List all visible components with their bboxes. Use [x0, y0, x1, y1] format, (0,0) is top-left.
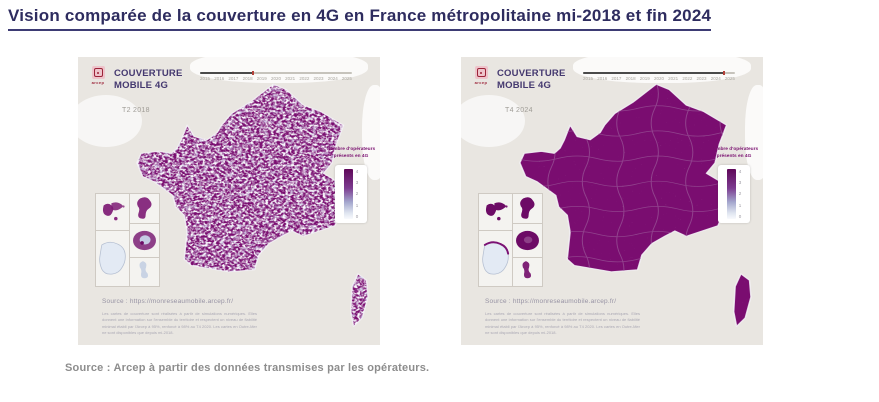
- france-map-2018: [136, 83, 369, 327]
- legend-tick: 4: [355, 168, 359, 174]
- period-label: T4 2024: [505, 107, 533, 114]
- inset-cell-guadeloupe: [96, 194, 130, 231]
- year-label: 2024: [710, 76, 721, 81]
- year-label: 2020: [653, 76, 664, 81]
- year-label: 2023: [313, 76, 324, 81]
- year-label: 2016: [597, 76, 608, 81]
- panel-heading: COUVERTURE MOBILE 4G: [114, 68, 183, 92]
- france-map-2024: [519, 83, 752, 327]
- year-label: 2017: [228, 76, 239, 81]
- year-label: 2023: [696, 76, 707, 81]
- sea-patch: [362, 85, 380, 180]
- overseas-inset: [478, 193, 543, 287]
- sea-patch: [573, 57, 751, 83]
- map-source-url: Source : https://monreseaumobile.arcep.f…: [485, 298, 617, 305]
- year-label: 2021: [285, 76, 296, 81]
- timeline: 2015 2016 2017 2018 2019 2020 2021 2022 2023 2024…: [583, 71, 735, 81]
- legend-title: Nombre d'opérateurs présents en 4G: [709, 147, 759, 159]
- inset-cell-martinique: [513, 194, 542, 224]
- arcep-logo-label: arcep: [91, 80, 105, 85]
- legend-card: 4 3 2 1 0: [718, 164, 750, 223]
- legend-ticks: 4 3 2 1 0: [739, 169, 742, 219]
- coverage-legend: Nombre d'opérateurs présents en 4G 4 3 2 1 0: [707, 147, 761, 223]
- legend-tick: 4: [738, 168, 742, 174]
- map-disclaimer: Les cartes de couverture sont réalisées …: [102, 311, 257, 336]
- map-panel-2024: arcep COUVERTURE MOBILE 4G 2015 2016 2017 2…: [461, 57, 763, 345]
- legend-card: 4 3 2 1 0: [335, 164, 367, 223]
- legend-tick: 0: [355, 213, 359, 219]
- year-label: 2020: [270, 76, 281, 81]
- inset-cell-guyane: [96, 231, 130, 286]
- inset-cell-guadeloupe: [479, 194, 513, 231]
- year-label: 2018: [242, 76, 253, 81]
- sea-patch: [190, 57, 368, 83]
- timeline: 2015 2016 2017 2018 2019 2020 2021 2022 2023 2024…: [200, 71, 352, 81]
- legend-tick: 2: [738, 191, 742, 197]
- timeline-track: [583, 71, 735, 75]
- legend-tick: 0: [738, 213, 742, 219]
- inset-cell-martinique: [130, 194, 159, 224]
- year-label: 2024: [327, 76, 338, 81]
- period-label: T2 2018: [122, 107, 150, 114]
- timeline-years: 2015 2016 2017 2018 2019 2020 2021 2022 2023 2024…: [583, 76, 735, 81]
- timeline-progress: [583, 71, 726, 75]
- legend-tick: 1: [738, 202, 742, 208]
- inset-cell-mayotte: [130, 258, 159, 286]
- legend-tick: 3: [738, 180, 742, 186]
- legend-tick: 1: [355, 202, 359, 208]
- legend-gradient-bar: [726, 168, 736, 219]
- year-label: 2018: [625, 76, 636, 81]
- map-disclaimer: Les cartes de couverture sont réalisées …: [485, 311, 640, 336]
- sea-patch: [461, 95, 525, 147]
- legend-gradient-bar: [343, 168, 353, 219]
- year-label: 2021: [668, 76, 679, 81]
- panel-heading: COUVERTURE MOBILE 4G: [497, 68, 566, 92]
- sea-patch: [745, 85, 763, 180]
- inset-cell-reunion: [513, 224, 542, 258]
- arcep-logo: arcep: [471, 66, 491, 85]
- legend-tick: 3: [355, 180, 359, 186]
- inset-cell-mayotte: [513, 258, 542, 286]
- timeline-years: 2015 2016 2017 2018 2019 2020 2021 2022 2023 2024…: [200, 76, 352, 81]
- legend-ticks: 4 3 2 1 0: [356, 169, 359, 219]
- arcep-logo: arcep: [88, 66, 108, 85]
- legend-title: Nombre d'opérateurs présents en 4G: [326, 147, 376, 159]
- figure-source: Source : Arcep à partir des données tran…: [65, 362, 430, 374]
- sea-patch: [78, 95, 142, 147]
- inset-cell-guyane: [479, 231, 513, 286]
- map-panel-2018: arcep COUVERTURE MOBILE 4G 2015 2016 2017 2…: [78, 57, 380, 345]
- year-label: 2019: [639, 76, 650, 81]
- year-label: 2022: [682, 76, 693, 81]
- year-label: 2017: [611, 76, 622, 81]
- legend-tick: 2: [355, 191, 359, 197]
- year-label: 2025: [341, 76, 352, 81]
- timeline-track: [200, 71, 352, 75]
- year-label: 2022: [299, 76, 310, 81]
- page-title: Vision comparée de la couverture en 4G e…: [8, 6, 712, 31]
- coverage-legend: Nombre d'opérateurs présents en 4G 4 3 2 1 0: [324, 147, 378, 223]
- year-label: 2019: [256, 76, 267, 81]
- year-label: 2015: [583, 76, 594, 81]
- overseas-inset: [95, 193, 160, 287]
- year-label: 2025: [724, 76, 735, 81]
- arcep-logo-icon: [474, 66, 488, 79]
- map-source-url: Source : https://monreseaumobile.arcep.f…: [102, 298, 234, 305]
- arcep-logo-label: arcep: [474, 80, 488, 85]
- timeline-progress: [200, 71, 255, 75]
- inset-cell-reunion: [130, 224, 159, 258]
- arcep-logo-icon: [91, 66, 105, 79]
- year-label: 2015: [200, 76, 211, 81]
- year-label: 2016: [214, 76, 225, 81]
